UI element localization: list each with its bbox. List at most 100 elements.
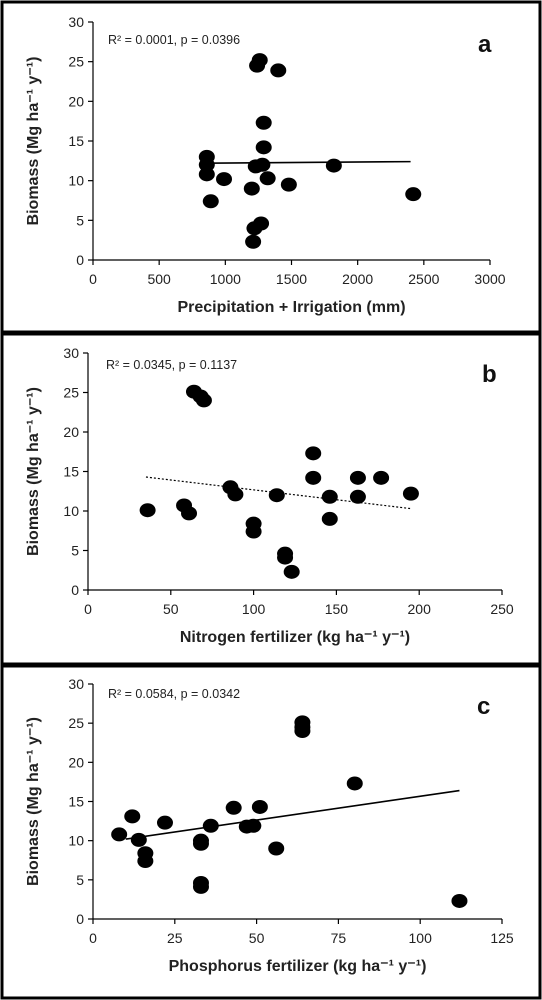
x-tick-label: 100 [242,601,266,617]
stats-annotation: R² = 0.0001, p = 0.0396 [108,33,240,47]
x-axis-title: Phosphorus fertilizer (kg ha⁻¹ y⁻¹) [169,958,427,975]
data-point [245,524,262,539]
panel-b: 0 5 10 15 20 25 30 0 50 100 150 200 250 Nitrogen fert… [0,332,542,666]
x-tick-label: 250 [490,601,514,617]
x-tick-label: 75 [331,930,347,946]
y-tick-label: 5 [76,872,84,888]
data-point [321,511,338,526]
data-point [243,181,260,196]
y-tick-label: 0 [76,252,84,268]
x-tick-label: 1000 [210,271,241,287]
data-point [202,818,219,833]
x-tick-label: 2500 [408,271,439,287]
data-point [451,893,468,908]
y-tick-label: 10 [63,503,79,519]
y-tick-label: 25 [68,715,84,731]
stats-annotation: R² = 0.0584, p = 0.0342 [108,687,240,701]
y-tick-label: 25 [63,385,79,401]
x-tick-label: 100 [409,930,433,946]
data-point [283,564,300,579]
x-tick-label: 0 [84,601,92,617]
data-point [373,470,390,485]
stats-annotation: R² = 0.0345, p = 0.1137 [106,358,237,372]
y-tick-label: 15 [68,133,84,149]
y-axis-title: Biomass (Mg ha⁻¹ y⁻¹) [25,57,42,226]
data-point [270,63,287,78]
data-point [268,841,285,856]
data-point [268,488,285,503]
y-tick-label: 30 [68,676,84,692]
x-tick-label: 3000 [474,271,505,287]
data-point [294,724,311,738]
data-point [280,177,297,192]
data-point [245,234,262,249]
y-tick-label: 20 [68,754,84,770]
y-tick-label: 5 [76,212,84,228]
data-point [259,171,276,186]
y-tick-label: 30 [63,345,79,361]
y-tick-label: 5 [71,543,79,559]
y-tick-label: 0 [76,911,84,927]
y-axis-title: Biomass (Mg ha⁻¹ y⁻¹) [25,717,42,886]
data-point [255,115,272,130]
trend-line [125,789,460,840]
data-point [130,832,147,847]
data-point [251,53,268,68]
x-axis-title: Nitrogen fertilizer (kg ha⁻¹ y⁻¹) [180,629,410,646]
panel-a: 0 5 10 15 20 25 30 0 500 1000 1500 2000 2500 3000 Prec… [0,0,542,334]
x-tick-label: 0 [89,930,97,946]
y-tick-label: 20 [68,93,84,109]
data-point [202,194,219,209]
y-tick-label: 10 [68,833,84,849]
data-point [325,158,342,173]
data-point [405,187,422,202]
data-point [253,216,270,231]
data-point [124,809,141,824]
y-tick-label: 0 [71,582,79,598]
data-point [198,167,215,182]
x-tick-label: 200 [408,601,432,617]
y-tick-label: 20 [63,424,79,440]
data-point [321,489,338,504]
panel-letter: b [482,361,497,388]
data-point [305,470,322,485]
data-point [192,879,209,894]
x-tick-label: 0 [89,271,97,287]
y-tick-label: 30 [68,14,84,30]
data-point [225,800,242,815]
data-point [137,854,154,869]
y-tick-label: 10 [68,173,84,189]
data-point [346,776,363,791]
data-point [216,172,233,187]
data-point [251,799,268,814]
x-tick-label: 1500 [276,271,307,287]
y-tick-label: 25 [68,54,84,70]
data-point [255,140,272,155]
x-tick-label: 2000 [342,271,373,287]
panel-frame [0,0,542,334]
data-point [181,506,198,521]
data-point [156,815,173,830]
data-point [227,487,244,502]
trend-line [205,160,411,165]
x-tick-label: 500 [147,271,171,287]
panel-letter: a [478,31,492,58]
data-point [139,503,156,518]
x-axis-title: Precipitation + Irrigation (mm) [177,299,405,316]
x-tick-label: 50 [249,930,265,946]
data-point [111,827,128,842]
data-point [402,486,419,501]
data-point [277,550,294,565]
panel-frame [0,664,542,1000]
data-point [349,489,366,504]
x-tick-label: 150 [325,601,349,617]
y-axis-title: Biomass (Mg ha⁻¹ y⁻¹) [25,387,42,556]
data-point [254,157,271,172]
data-point [349,470,366,485]
panel-c: 0 5 10 15 20 25 30 0 25 50 75 100 125 Phosphorus fert… [0,664,542,1000]
data-point [192,836,209,851]
data-point [195,393,212,408]
y-tick-label: 15 [63,464,79,480]
x-tick-label: 25 [167,930,183,946]
